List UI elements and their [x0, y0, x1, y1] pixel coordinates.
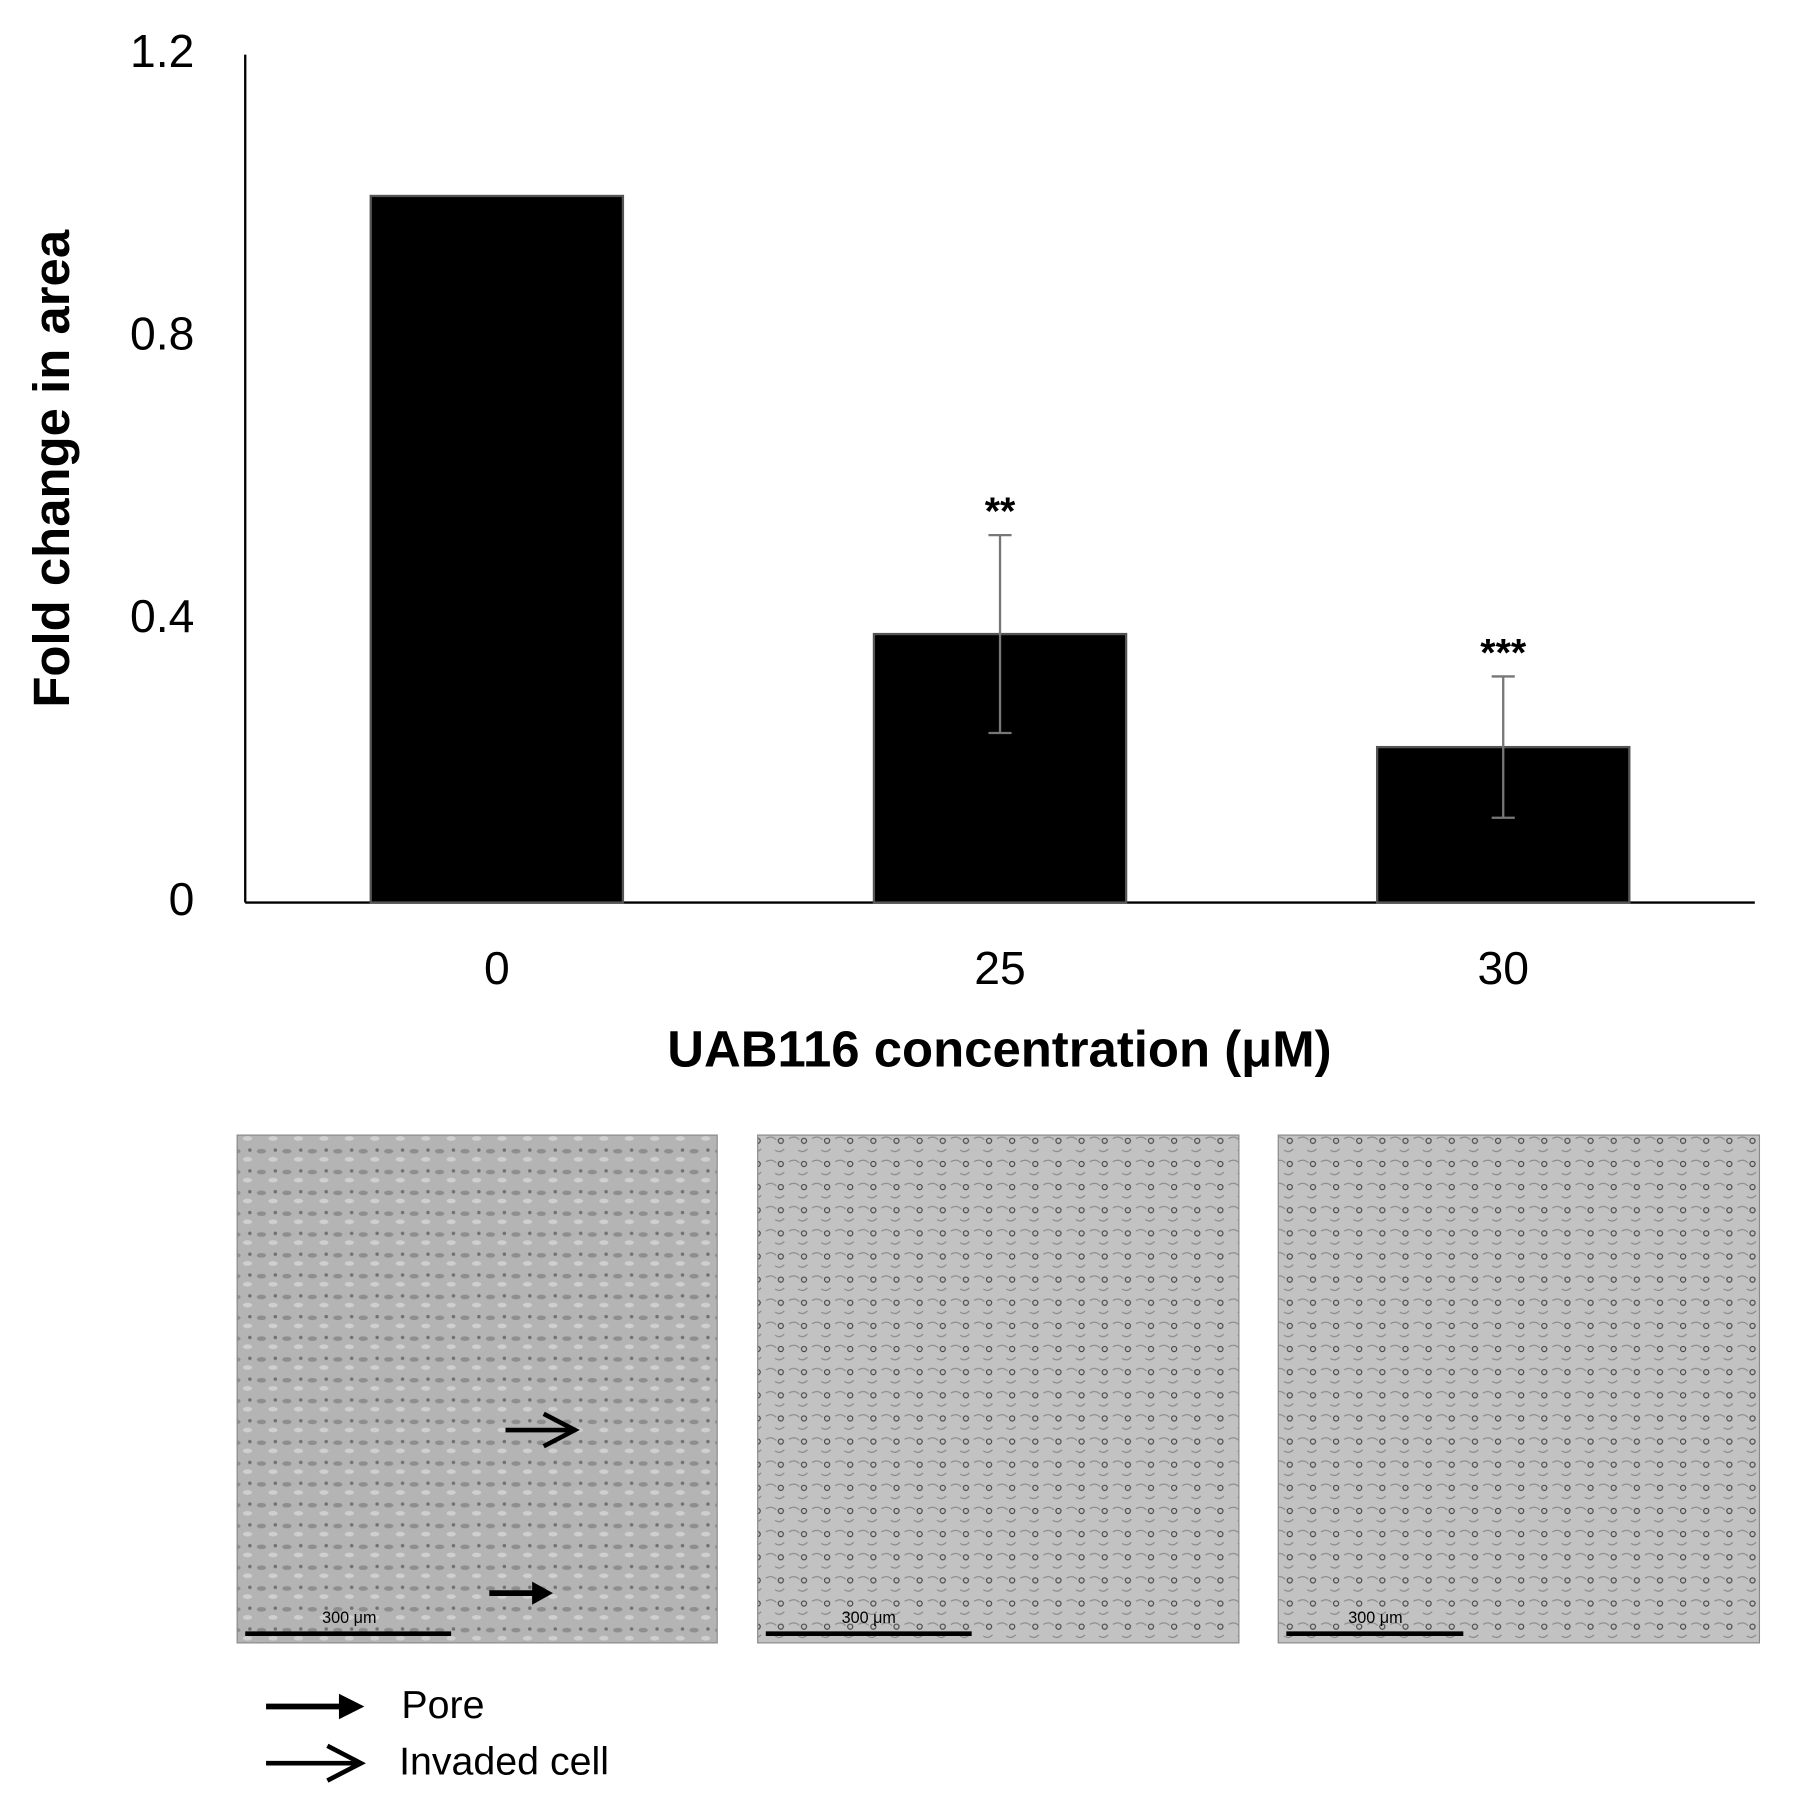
bar — [369, 194, 625, 904]
scale-label: 300 μm — [842, 1609, 896, 1627]
scale-label: 300 μm — [1348, 1609, 1402, 1627]
y-tick-label: 1.2 — [130, 25, 194, 77]
cell-arrow — [505, 1411, 580, 1449]
error-bar — [988, 533, 1012, 735]
micrograph — [1277, 1134, 1761, 1644]
legend-label: Pore — [401, 1683, 484, 1727]
pore-arrow — [489, 1581, 553, 1605]
legend-label: Invaded cell — [399, 1740, 609, 1784]
micrograph — [757, 1134, 1240, 1644]
x-tick-label: 30 — [1477, 942, 1528, 994]
y-axis-title: Fold change in area — [23, 229, 80, 707]
error-bar — [1491, 675, 1515, 819]
legend-pore-arrow — [266, 1693, 365, 1720]
micrograph — [236, 1134, 718, 1644]
x-tick-label: 0 — [484, 942, 510, 994]
scale-label: 300 μm — [322, 1609, 376, 1627]
significance: ** — [985, 490, 1016, 534]
x-axis-title: UAB116 concentration (μM) — [667, 1020, 1331, 1077]
y-tick-label: 0.4 — [130, 590, 194, 642]
legend-cell-arrow — [266, 1743, 366, 1783]
y-tick-label: 0 — [169, 873, 195, 925]
y-tick-label: 0.8 — [130, 308, 194, 360]
significance: *** — [1480, 631, 1527, 675]
x-tick-label: 25 — [974, 942, 1025, 994]
